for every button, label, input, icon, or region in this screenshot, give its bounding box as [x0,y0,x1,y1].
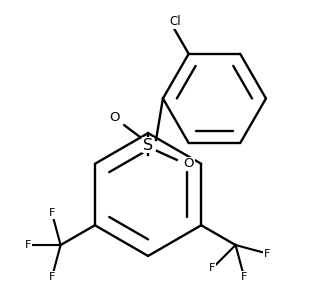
Text: F: F [49,272,55,282]
Text: O: O [183,157,194,170]
Text: Cl: Cl [169,15,181,28]
Text: F: F [264,248,270,258]
Text: O: O [109,111,120,124]
Text: F: F [25,240,31,250]
Text: S: S [143,137,153,153]
Text: F: F [241,272,247,282]
Text: F: F [49,209,55,219]
Text: F: F [209,263,216,273]
